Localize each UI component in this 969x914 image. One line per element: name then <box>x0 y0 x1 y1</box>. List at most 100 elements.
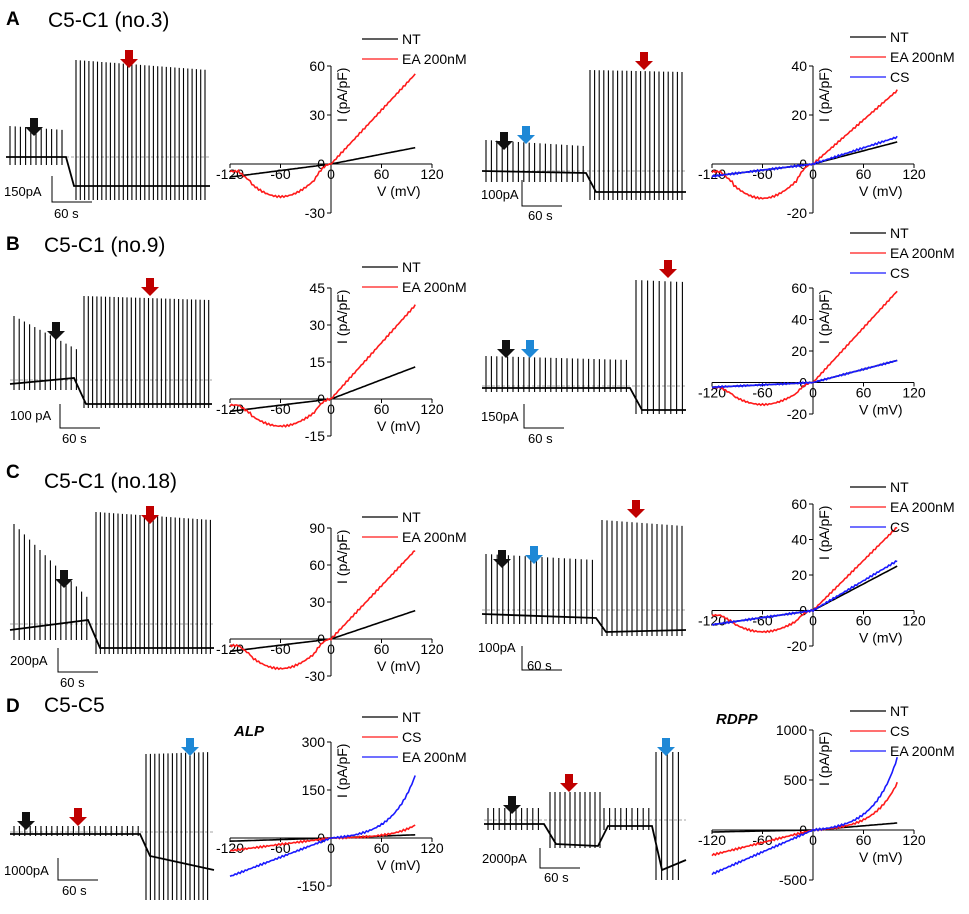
x-tick-label: 0 <box>327 401 335 417</box>
red-arrow-icon <box>659 260 677 278</box>
blue-arrow-icon <box>181 738 199 756</box>
y-tick-label: 60 <box>791 280 807 296</box>
y-tick-label: -150 <box>297 878 325 894</box>
series-line <box>229 146 416 178</box>
y-tick-label: 20 <box>791 567 807 583</box>
scale-time-label: 60 s <box>62 883 87 898</box>
scale-bar-d-left: 1000pA 60 s <box>4 858 98 898</box>
scale-bar-c-left: 200pA 60 s <box>10 648 98 690</box>
y-tick-label: 0 <box>317 391 325 407</box>
x-tick-label: 0 <box>809 832 817 848</box>
y-axis-label: I (pA/pF) <box>816 732 832 786</box>
blue-arrow-icon <box>521 340 539 358</box>
x-axis-label: V (mV) <box>377 418 421 434</box>
y-tick-label: 20 <box>791 343 807 359</box>
x-tick-label: 0 <box>809 166 817 182</box>
y-tick-label: 0 <box>799 603 807 619</box>
panel-title-a: C5-C1 (no.3) <box>48 9 169 32</box>
legend-entry: EA 200nM <box>890 499 955 515</box>
holding-current <box>484 823 687 872</box>
x-tick-label: 120 <box>902 832 926 848</box>
panel-letter-d: D <box>6 696 20 717</box>
scale-bar-c-right: 100pA 60 s <box>478 640 562 673</box>
red-arrow-icon <box>141 278 159 296</box>
scale-time-label: 60 s <box>528 208 553 223</box>
scale-current-label: 150pA <box>4 184 42 199</box>
legend-entry: EA 200nM <box>402 529 467 545</box>
y-tick-label: -30 <box>305 668 325 684</box>
legend-entry: NT <box>402 31 421 47</box>
legend-entry: NT <box>402 259 421 275</box>
legend-entry: EA 200nM <box>402 749 467 765</box>
x-tick-label: -60 <box>752 385 772 401</box>
x-tick-label: 60 <box>856 832 872 848</box>
x-axis-label: V (mV) <box>859 402 903 418</box>
x-tick-label: 60 <box>374 401 390 417</box>
x-tick-label: -60 <box>270 641 290 657</box>
y-tick-label: 60 <box>791 496 807 512</box>
current-trace-b-right <box>482 280 686 414</box>
y-tick-label: 40 <box>791 312 807 328</box>
x-tick-label: 120 <box>902 613 926 629</box>
legend-entry: CS <box>890 265 909 281</box>
scale-current-label: 100pA <box>478 640 516 655</box>
x-tick-label: 60 <box>856 166 872 182</box>
legend-entry: EA 200nM <box>890 245 955 261</box>
legend-entry: EA 200nM <box>890 743 955 759</box>
y-tick-label: 40 <box>791 532 807 548</box>
legend-entry: CS <box>890 69 909 85</box>
scale-current-label: 200pA <box>10 653 48 668</box>
x-tick-label: 0 <box>809 385 817 401</box>
scale-current-label: 100 pA <box>10 408 52 423</box>
x-axis-label: V (mV) <box>859 849 903 865</box>
y-axis-label: I (pA/pF) <box>334 530 350 584</box>
scale-bar-d-right: 2000pA 60 s <box>482 848 580 885</box>
y-tick-label: -500 <box>779 872 807 888</box>
y-tick-label: 20 <box>791 107 807 123</box>
x-tick-label: 0 <box>327 641 335 657</box>
red-arrow-icon <box>69 808 87 826</box>
x-tick-label: -120 <box>216 641 244 657</box>
x-tick-label: -120 <box>216 166 244 182</box>
x-tick-label: 60 <box>856 385 872 401</box>
scale-bar-a-left: 150pA 60 s <box>4 176 92 221</box>
red-arrow-icon <box>635 52 653 70</box>
legend-entry: CS <box>890 519 909 535</box>
series-line <box>711 135 898 178</box>
legend-entry: EA 200nM <box>402 51 467 67</box>
panel-letter-b: B <box>6 234 20 255</box>
y-tick-label: 90 <box>309 520 325 536</box>
legend-entry: EA 200nM <box>890 49 955 65</box>
x-tick-label: 60 <box>374 166 390 182</box>
y-axis-label: I (pA/pF) <box>816 506 832 560</box>
scale-time-label: 60 s <box>62 431 87 446</box>
scale-current-label: 1000pA <box>4 863 49 878</box>
current-trace-c-right <box>481 520 687 636</box>
y-tick-label: -30 <box>305 205 325 221</box>
series-line <box>229 775 416 878</box>
y-axis-label: I (pA/pF) <box>334 68 350 122</box>
x-tick-label: 120 <box>420 840 444 856</box>
x-tick-label: -60 <box>270 401 290 417</box>
series-line <box>711 560 898 627</box>
scale-time-label: 60 s <box>60 675 85 690</box>
panel-letter-c: C <box>6 462 20 483</box>
x-axis-label: V (mV) <box>859 630 903 646</box>
y-tick-label: 300 <box>302 734 326 750</box>
scale-time-label: 60 s <box>544 870 569 885</box>
series-line <box>229 366 416 413</box>
y-axis-label: I (pA/pF) <box>816 290 832 344</box>
current-trace-b-left <box>9 296 212 408</box>
legend-entry: NT <box>890 479 909 495</box>
scale-current-label: 100pA <box>481 187 519 202</box>
y-tick-label: 1000 <box>776 722 807 738</box>
series-line <box>229 304 416 428</box>
y-axis-label: I (pA/pF) <box>334 290 350 344</box>
series-line <box>711 359 898 389</box>
x-tick-label: 60 <box>374 641 390 657</box>
holding-current <box>481 613 687 633</box>
